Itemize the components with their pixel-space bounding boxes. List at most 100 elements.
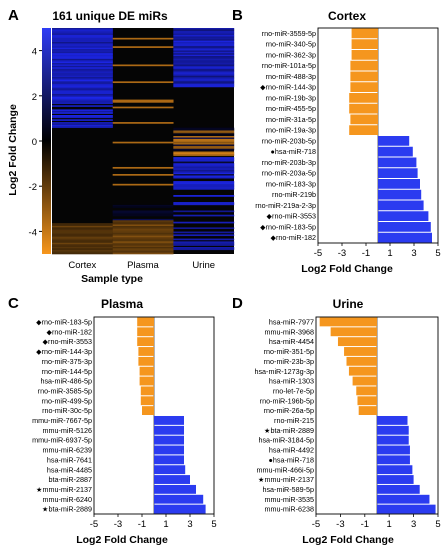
panel-a: A 161 unique DE miRs Cortex Plasma Urine 4… xyxy=(7,7,235,285)
heatmap-cell xyxy=(52,56,113,58)
bar xyxy=(377,475,414,484)
heatmap-cell xyxy=(173,47,235,50)
bar xyxy=(138,356,154,366)
heatmap-cell xyxy=(173,188,235,190)
heatmap-x-axis-title: Sample type xyxy=(81,273,143,285)
heatmap-cell xyxy=(52,53,113,55)
heatmap-cell xyxy=(52,92,113,95)
heatmap-cell xyxy=(173,61,235,64)
heatmap-cell xyxy=(52,249,113,252)
heatmap-cell xyxy=(173,171,235,173)
bar xyxy=(377,416,408,425)
heatmap-cell xyxy=(112,220,174,223)
bar-label: ◆rno-miR-3553 xyxy=(267,212,316,221)
heatmap-cell xyxy=(52,112,113,114)
heatmap-cell xyxy=(52,89,113,92)
bar xyxy=(154,416,184,425)
heatmap-cell xyxy=(112,248,174,251)
bar-label: rno-miR-203a-5p xyxy=(262,169,316,178)
bar xyxy=(140,396,154,406)
heatmap-cell xyxy=(173,33,235,36)
bar xyxy=(350,71,378,82)
heatmap-cell xyxy=(52,60,113,62)
heatmap-cell xyxy=(112,244,174,246)
heatmap-cell xyxy=(52,231,113,234)
heatmap-cell xyxy=(52,235,113,238)
heatmap-cell xyxy=(173,172,235,175)
bar xyxy=(154,475,190,484)
bar-label: rno-miR-3559-5p xyxy=(262,29,316,38)
heatmap-cell xyxy=(173,157,235,159)
heatmap-cell xyxy=(173,85,235,88)
heatmap-category-label: Urine xyxy=(192,260,215,271)
heatmap-cell xyxy=(52,32,113,34)
heatmap-cell xyxy=(52,123,113,126)
heatmap-cell xyxy=(173,234,235,237)
heatmap-cell xyxy=(112,230,174,232)
bar-label: rno-miR-203b-3p xyxy=(262,158,316,167)
heatmap-cell xyxy=(173,203,235,206)
heatmap-cell xyxy=(173,81,235,84)
heatmap-cell xyxy=(112,245,174,248)
heatmap-cell xyxy=(52,57,113,60)
heatmap-cell xyxy=(173,58,235,61)
heatmap-cell xyxy=(173,71,235,74)
heatmap-cell xyxy=(112,252,174,255)
bar-label: rno-miR-101a-5p xyxy=(262,61,316,70)
heatmap-cell xyxy=(52,91,113,93)
heatmap-cell xyxy=(173,137,235,140)
heatmap-cell xyxy=(52,54,113,57)
plasma-x-axis-title: Log2 Fold Change xyxy=(76,534,168,546)
bar xyxy=(378,232,432,243)
bar-label: ◆rno-miR-3553 xyxy=(43,337,92,346)
bar xyxy=(137,337,154,347)
heatmap-cell xyxy=(52,237,113,239)
panel-letter-d: D xyxy=(232,295,243,312)
heatmap-cell xyxy=(173,84,235,86)
heatmap-category-label: Cortex xyxy=(68,260,96,271)
heatmap-cell xyxy=(52,50,113,53)
heatmap-cell xyxy=(173,214,235,217)
heatmap-cell xyxy=(52,39,113,41)
heatmap-cell xyxy=(52,102,113,105)
bar xyxy=(377,425,409,435)
heatmap-cell xyxy=(112,100,174,103)
x-tick-label: -3 xyxy=(114,519,122,530)
heatmap-cell xyxy=(173,186,235,189)
heatmap-cell xyxy=(112,251,174,253)
bar-label: hsa-miR-7977 xyxy=(269,318,314,327)
bar-label: mmu-miR-6239 xyxy=(42,446,92,455)
bar-label: rno-miR-23b-3p xyxy=(264,357,314,366)
bar-label: hsa-miR-589-5p xyxy=(262,485,314,494)
heatmap-cell xyxy=(52,84,113,86)
bar-label: rno-miR-219a-2-3p xyxy=(255,201,316,210)
bar-label: ★bta-miR-2889 xyxy=(264,426,314,435)
heatmap-cell xyxy=(52,109,113,112)
colorbar-tick-label: 4 xyxy=(32,47,37,58)
heatmap-cell xyxy=(52,251,113,253)
heatmap-category-label: Plasma xyxy=(127,260,159,271)
heatmap-cell xyxy=(112,241,174,244)
bar-label: hsa-miR-4492 xyxy=(269,446,314,455)
heatmap-cell xyxy=(173,195,235,197)
bar-label: rno-miR-196b-5p xyxy=(260,396,314,405)
heatmap-cell xyxy=(173,70,235,72)
heatmap-cell xyxy=(173,141,235,144)
bar-label: rno-miR-3585-5p xyxy=(38,386,92,395)
bar-label: ◆rno-miR-183-5p xyxy=(36,318,92,327)
heatmap-cell xyxy=(52,47,113,50)
heatmap-cell xyxy=(173,129,235,131)
bar xyxy=(348,366,377,376)
heatmap-cell xyxy=(173,238,235,241)
heatmap-cell xyxy=(173,181,235,183)
bar-label: ★bta-miR-2889 xyxy=(42,505,92,514)
heatmap-cell xyxy=(52,93,113,96)
x-tick-label: 5 xyxy=(211,519,216,530)
bar xyxy=(137,327,154,337)
bar-label: ★mmu-miR-2137 xyxy=(36,485,92,494)
heatmap-cell xyxy=(173,138,235,141)
bar-label: mmu-miR-6240 xyxy=(42,495,92,504)
heatmap-cell xyxy=(173,46,235,48)
bar xyxy=(351,28,378,39)
heatmap-cell xyxy=(52,252,113,255)
